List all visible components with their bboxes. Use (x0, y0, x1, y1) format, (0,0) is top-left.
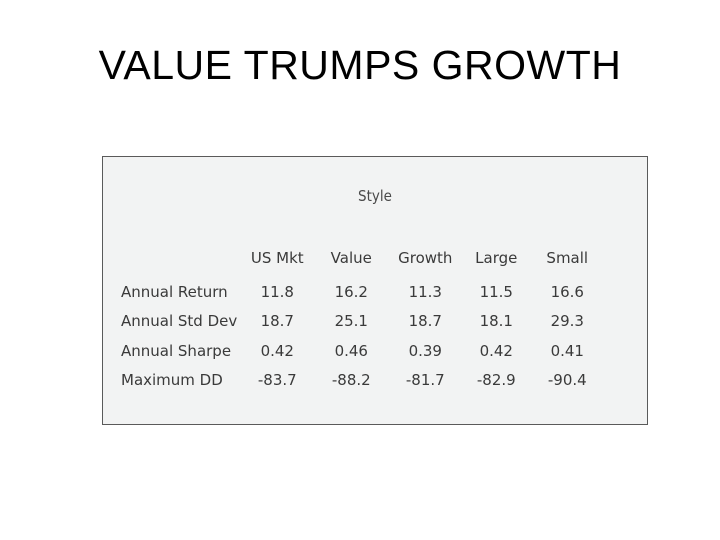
table-row-annual-return: Annual Return 11.8 16.2 11.3 11.5 16.6 (117, 277, 607, 307)
slide-title: VALUE TRUMPS GROWTH (98, 42, 622, 88)
table-cell: 25.1 (334, 312, 368, 331)
column-header-us-mkt: US Mkt (250, 249, 304, 267)
table-cell: 18.7 (260, 312, 294, 331)
table-cell: 0.42 (260, 341, 294, 360)
table-row-annual-std-dev: Annual Std Dev 18.7 25.1 18.7 18.1 29.3 (117, 307, 607, 337)
table-cell: 16.2 (334, 282, 368, 301)
table-caption: Style (358, 187, 392, 205)
table-cell: -81.7 (405, 371, 445, 390)
table-cell: 29.3 (550, 312, 584, 331)
table-row-annual-sharpe: Annual Sharpe 0.42 0.46 0.39 0.42 0.41 (117, 336, 607, 366)
table-cell: 0.39 (408, 341, 442, 360)
table-cell: 18.7 (408, 312, 442, 331)
table-cell: 16.6 (550, 282, 584, 301)
table-cell: 0.41 (550, 341, 584, 360)
row-label: Annual Sharpe (121, 341, 232, 360)
table-cell: 11.8 (260, 282, 294, 301)
table-cell: -90.4 (547, 371, 587, 390)
table-cell: -88.2 (331, 371, 371, 390)
column-header-large: Large (475, 249, 518, 267)
table-cell: -82.9 (476, 371, 516, 390)
table-cell: 0.46 (334, 341, 368, 360)
table-cell: 11.5 (479, 282, 513, 301)
row-label: Maximum DD (121, 371, 223, 390)
row-label: Annual Std Dev (121, 312, 238, 331)
row-label: Annual Return (121, 282, 228, 301)
column-header-growth: Growth (398, 249, 453, 267)
table-row-maximum-dd: Maximum DD -83.7 -88.2 -81.7 -82.9 -90.4 (117, 366, 607, 396)
table-cell: 11.3 (408, 282, 442, 301)
column-header-small: Small (546, 249, 589, 267)
table-cell: -83.7 (257, 371, 297, 390)
table-corner-cell (117, 249, 237, 277)
column-header-value: Value (330, 249, 372, 267)
table-cell: 0.42 (479, 341, 513, 360)
style-table-image: Style US Mkt Value Growth Large Small An… (102, 156, 648, 425)
table-cell: 18.1 (479, 312, 513, 331)
table-header-row: US Mkt Value Growth Large Small (117, 249, 607, 277)
style-stats-table: US Mkt Value Growth Large Small Annual R… (117, 249, 607, 395)
